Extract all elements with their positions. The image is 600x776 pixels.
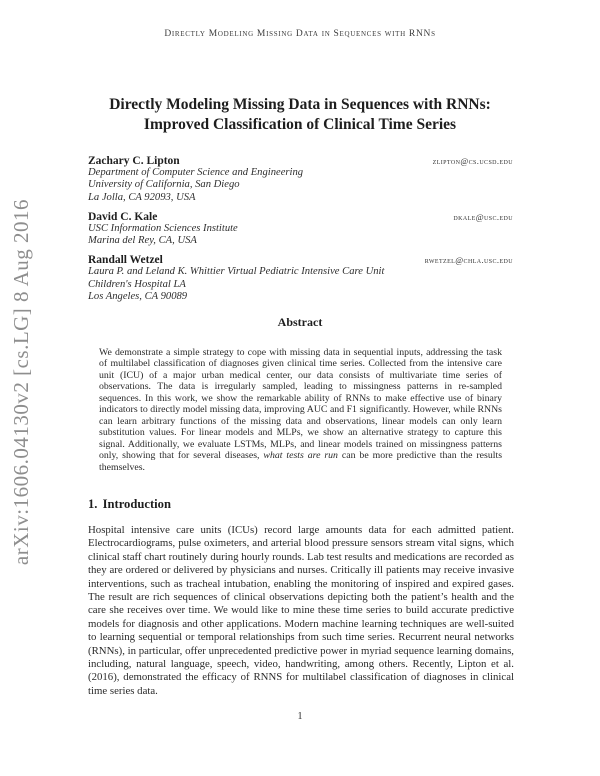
- author-affiliation-line: Children's Hospital LA: [88, 278, 186, 290]
- author-block: Zachary C. Lipton zlipton@cs.ucsd.edu De…: [88, 155, 513, 204]
- author-row: Randall Wetzel rwetzel@chla.usc.edu: [88, 254, 513, 266]
- author-name: Randall Wetzel: [88, 254, 163, 267]
- author-name: David C. Kale: [88, 210, 158, 223]
- author-block: David C. Kale dkale@usc.edu USC Informat…: [88, 211, 513, 248]
- abstract-text-segment: can be more predictive than the results …: [99, 450, 503, 473]
- abstract-italic-phrase: what tests are run: [263, 450, 338, 462]
- section-heading-introduction: 1. Introduction: [88, 497, 171, 511]
- running-title: Directly Modeling Missing Data in Sequen…: [164, 29, 436, 39]
- author-affiliation-line: Marina del Rey, CA, USA: [88, 235, 197, 247]
- author-email: rwetzel@chla.usc.edu: [424, 255, 513, 266]
- author-affiliation-line: Laura P. and Leland K. Whittier Virtual …: [88, 266, 385, 278]
- arxiv-watermark-label: arXiv:1606.04130v2 [cs.LG] 8 Aug 2016: [9, 198, 33, 566]
- author-name: Zachary C. Lipton: [88, 155, 180, 167]
- paper-title: Directly Modeling Missing Data in Sequen…: [0, 95, 600, 134]
- abstract-text: We demonstrate a simple strategy to cope…: [99, 347, 502, 474]
- author-affiliation-line: Department of Computer Science and Engin…: [88, 167, 304, 178]
- author-row: David C. Kale dkale@usc.edu: [88, 211, 513, 223]
- author-affiliation-line: La Jolla, CA 92093, USA: [88, 191, 196, 203]
- paper-title-line1: Directly Modeling Missing Data in Sequen…: [109, 96, 491, 113]
- paper-title-line2: Improved Classification of Clinical Time…: [143, 115, 457, 133]
- page-number: 1: [297, 711, 303, 722]
- author-affiliation-line: USC Information Sciences Institute: [88, 222, 238, 234]
- abstract-heading: Abstract: [277, 315, 323, 329]
- author-list: Zachary C. Lipton zlipton@cs.ucsd.edu De…: [88, 155, 513, 310]
- author-email: dkale@usc.edu: [453, 211, 513, 222]
- author-block: Randall Wetzel rwetzel@chla.usc.edu Laur…: [88, 254, 513, 303]
- author-email: zlipton@cs.ucsd.edu: [432, 156, 513, 166]
- author-affiliation-line: University of California, San Diego: [88, 179, 240, 191]
- author-affiliation-line: Los Angeles, CA 90089: [88, 291, 188, 303]
- author-row: Zachary C. Lipton zlipton@cs.ucsd.edu: [88, 155, 513, 167]
- abstract-text-segment: We demonstrate a simple strategy to cope…: [99, 346, 502, 462]
- introduction-paragraph: Hospital intensive care units (ICUs) rec…: [88, 524, 514, 697]
